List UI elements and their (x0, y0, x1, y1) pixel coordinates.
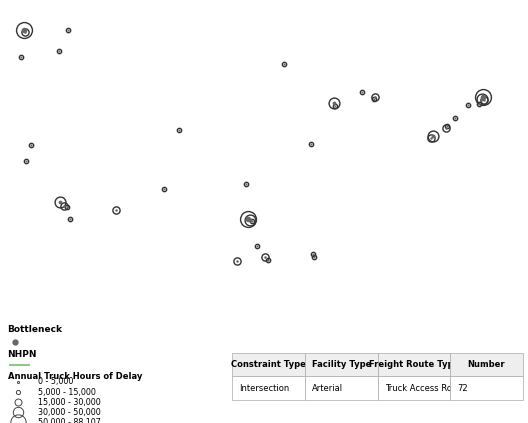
Text: 30,000 - 50,000: 30,000 - 50,000 (38, 408, 100, 417)
Text: 50,000 - 88,107: 50,000 - 88,107 (38, 418, 101, 423)
Text: Bottleneck: Bottleneck (7, 324, 63, 333)
Text: 15,000 - 30,000: 15,000 - 30,000 (38, 398, 100, 407)
Text: Annual Truck Hours of Delay: Annual Truck Hours of Delay (7, 372, 142, 381)
Text: NHPN: NHPN (7, 350, 37, 359)
Text: 5,000 - 15,000: 5,000 - 15,000 (38, 387, 96, 396)
Text: 0 - 5,000: 0 - 5,000 (38, 377, 73, 386)
